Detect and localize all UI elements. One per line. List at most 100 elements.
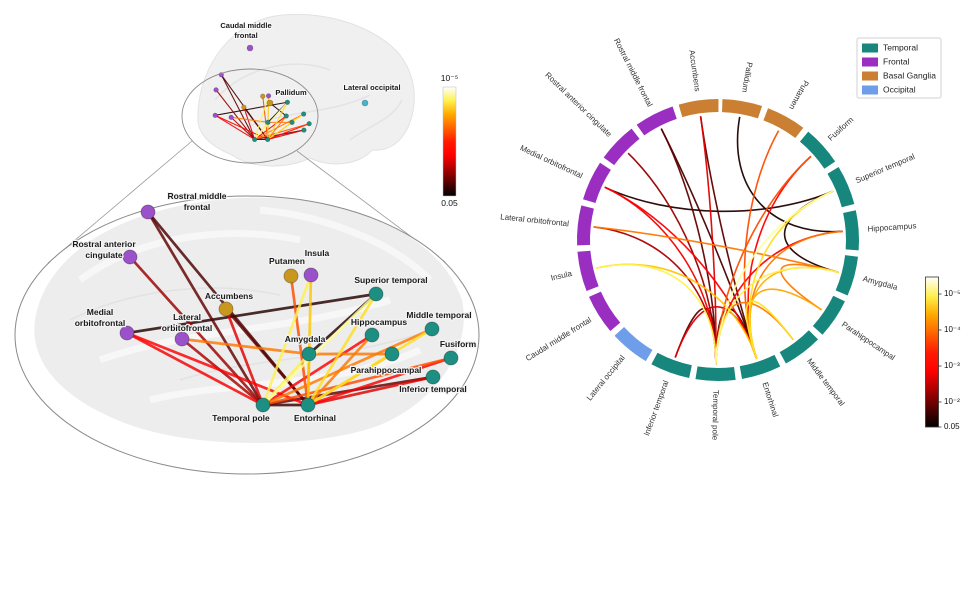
brain-edge-rostral-anterior-cingulate--temporal-pole [128,255,265,407]
mini-node-parahippocampal [289,119,295,125]
brain-label-amygdala: Amygdala [285,334,326,344]
mini-node-temporal-pole [252,136,258,143]
colorbar-left-top-label: 10⁻⁵ [441,73,458,83]
inset-ellipse [181,68,319,164]
chord-arc-rostral-middle-frontal [636,106,677,136]
mini-edge-rostral-anterior-cingulate--temporal-pole [215,89,256,140]
mini-node-inferior-temporal [301,127,307,133]
brain-edge-middle-temporal--temporal-pole [261,327,434,407]
mini-edge-putamen--entorhinal [262,95,269,140]
brain-label-inferior-temporal: Inferior temporal [399,384,467,394]
chord-label-lateral-orbitofrontal: Lateral orbitofrontal [500,212,570,228]
inset-label-caudal-middle-frontal: Caudal middle frontal [220,21,271,40]
mini-edge-superior-temporal--temporal-pole [254,101,288,140]
chord-label-fusiform: Fusiform [826,115,855,143]
chord-arc-amygdala [835,255,859,296]
chord-arc-putamen [763,108,804,139]
legend-item-occipital: Occipital [862,84,916,95]
mini-edge-insula--temporal-pole [254,95,270,140]
brain-node-middle-temporal [424,321,440,337]
mini-node-caudal-middle-frontal [246,44,254,52]
brain-edge-accumbens--temporal-pole [224,307,265,407]
colorbar-left-bar [442,86,457,197]
mini-node-middle-temporal [301,111,307,117]
mini-node-lateral-orbitofrontal [228,114,234,120]
mini-node-amygdala [265,119,271,125]
colorbar-right-tick-4: 0.05 [944,422,960,431]
mini-node-lateral-occipital [361,99,369,107]
mini-node-entorhinal [265,136,271,143]
chord-arc-caudal-middle-frontal [588,291,621,332]
chord-label-entorhinal: Entorhinal [760,381,780,418]
chord-arc-hippocampus [843,210,859,251]
mini-edge-accumbens--entorhinal [243,106,269,140]
brain-node-inferior-temporal [425,369,441,385]
brain-inset: Pallidum Lateral occipital Caudal middle fr… [197,13,415,167]
legend-swatch-basal-ganglia [862,71,878,81]
mini-node-superior-temporal [284,99,291,105]
colorbar-right-tick-1: 10⁻⁴ [944,325,961,334]
brain-node-lateral-orbitofrontal [174,331,190,347]
chord-label-putamen: Putamen [787,79,810,111]
chord-arc-accumbens [678,99,719,118]
chord-label-rostral-middle-frontal: Rostral middle frontal [612,37,654,109]
brain-label-rostral-anterior-cingulate: Rostral anterior cingulate [72,239,136,260]
brain-node-fusiform [443,350,459,366]
brain-node-rostral-middle-frontal [140,204,156,220]
chord-arc-rostral-anterior-cingulate [603,128,640,166]
colorbar-right-tick-2: 10⁻³ [944,361,960,370]
colorbar-left-bottom-label: 0.05 [441,198,458,208]
brain-node-accumbens [218,301,234,317]
colorbar-right-bar [925,276,939,428]
mini-node-putamen [260,93,266,99]
brain-node-insula [303,267,319,283]
brain-network-panel: Pallidum Lateral occipital Caudal middle fr… [14,13,480,475]
chord-arc-lateral-orbitofrontal [577,205,594,246]
chord-label-inferior-temporal: Inferior temporal [642,379,670,437]
magnifier-connector-left [47,140,193,264]
chord-diagram-panel: Pallidum Putamen Fusiform Superior temporal… [500,37,961,441]
mini-edge-medial-orbitofrontal--entorhinal [214,114,269,140]
brain-magnified: Putamen Fusiform Superior temporal Hippocam… [14,190,480,475]
brain-edge-putamen--entorhinal [289,274,310,407]
brain-label-hippocampus: Hippocampus [351,317,407,327]
legend-swatch-occipital [862,85,878,95]
legend-swatch-frontal [862,57,878,67]
brain-edge-fusiform--entorhinal [306,356,453,407]
colorbar-right-tick-0: 10⁻⁵ [944,289,960,298]
chord-label-hippocampus: Hippocampus [867,221,916,233]
brain-node-putamen [283,268,299,284]
mini-edge-inferior-temporal--entorhinal [267,129,305,140]
mini-edge-rostral-middle-frontal--temporal-pole [220,74,256,140]
brain-label-insula: Insula [305,248,330,258]
brain-label-superior-temporal: Superior temporal [354,275,427,285]
brain-edge-fusiform--temporal-pole [261,356,453,407]
chord-link-medial-orbitofrontal--entorhinal [604,186,758,360]
chord-label-accumbens: Accumbens [687,49,702,92]
chord-label-lateral-occipital: Lateral occipital [585,353,627,402]
brain-label-entorhinal: Entorhinal [294,413,336,423]
brain-node-superior-temporal [368,286,384,302]
mini-node-pallidum [266,99,274,107]
chord-link-middle-temporal--entorhinal [745,300,794,360]
brain-label-middle-temporal: Middle temporal [406,310,471,320]
mini-edge-fusiform--entorhinal [267,123,310,140]
mini-edge-medial-orbitofrontal--superior-temporal [214,101,288,116]
brain-node-medial-orbitofrontal [119,325,135,341]
mini-edge-hippocampus--temporal-pole [254,115,287,140]
colorbar-right: 10⁻⁵ 10⁻⁴ 10⁻³ 10⁻² 0.05 [925,276,961,431]
brain-edge-superior-temporal--entorhinal [306,292,378,407]
chord-label-caudal-middle-frontal: Caudal middle frontal [524,315,593,363]
mini-node-insula [265,93,272,99]
chord-link-pallidum--hippocampus [736,116,843,233]
chord-arc-parahippocampal [812,295,845,335]
legend-item-temporal: Temporal [862,42,918,53]
chord-arc-insula [577,250,599,291]
magnifier-ellipse-outline [14,195,480,475]
legend-box [856,37,942,99]
colorbar-left: 10⁻⁵ 0.05 [441,73,458,208]
inset-label-lateral-occipital: Lateral occipital [343,83,400,92]
mini-node-rostral-anterior-cingulate [213,87,219,93]
brain-node-parahippocampal [384,346,400,362]
